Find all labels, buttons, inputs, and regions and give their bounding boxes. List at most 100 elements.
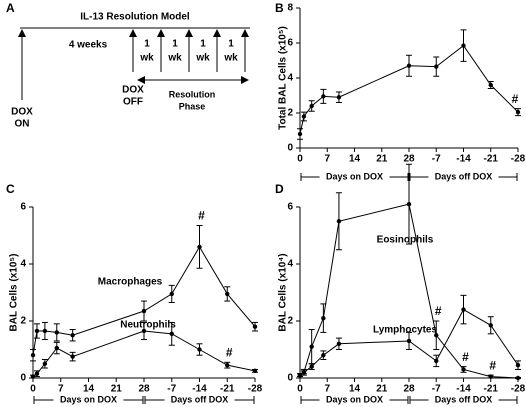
point	[197, 244, 202, 250]
point	[42, 361, 48, 366]
y-tick-label: 4	[20, 259, 26, 270]
y-tick-label: 2	[287, 316, 293, 327]
x-tick-label: -14	[456, 154, 471, 165]
y-tick-label: 6	[287, 202, 293, 213]
period-label: Days off DOX	[435, 394, 493, 404]
point	[169, 291, 174, 297]
x-tick-label: 28	[403, 154, 415, 165]
point	[406, 201, 412, 207]
significance-marker: #	[226, 345, 233, 359]
point	[321, 315, 326, 321]
point	[169, 331, 174, 337]
significance-marker: #	[512, 92, 519, 106]
y-tick-label: 6	[20, 202, 26, 213]
point	[321, 94, 326, 99]
y-tick-label: 2	[287, 108, 293, 119]
point	[461, 307, 466, 312]
period-label: Days off DOX	[171, 394, 229, 404]
x-tick-label: 21	[376, 154, 388, 165]
period-label-bg	[428, 394, 499, 406]
point	[34, 328, 40, 334]
point	[515, 109, 521, 115]
x-tick-label: -7	[432, 384, 441, 395]
y-tick-label: 0	[20, 373, 26, 384]
x-tick-label: 0	[30, 384, 36, 395]
chart-panel: C BAL Cells (x10⁵) 0 2 4 6 0 7 14 21 28 -7 -14 -21 -28…	[6, 182, 263, 406]
significance-marker: #	[489, 358, 496, 372]
phase-label: Phase	[179, 101, 206, 111]
series-label: Neutrophils	[120, 320, 176, 331]
chart-panel: D BAL Cells (x10⁴) 0 2 4 6 0 7 14 21 28 -7 -14 -21 -28…	[275, 163, 526, 406]
y-axis-label: BAL Cells (x10⁴)	[278, 253, 289, 331]
significance-marker: #	[198, 209, 205, 223]
y-tick-label: 0	[287, 143, 293, 154]
start-label: ON	[15, 119, 30, 130]
interval: wk	[195, 53, 210, 64]
point	[252, 324, 258, 329]
x-tick-label: -28	[511, 384, 526, 395]
x-tick-label: 7	[324, 384, 330, 395]
stop-label: OFF	[123, 97, 143, 108]
significance-marker: #	[462, 350, 469, 364]
x-tick-label: -14	[192, 384, 207, 395]
interval: 1	[228, 39, 234, 50]
x-tick-label: -21	[484, 384, 499, 395]
period-label: Days on DOX	[326, 394, 383, 404]
point	[488, 82, 493, 88]
period-label-bg	[164, 394, 235, 406]
point	[406, 63, 412, 68]
point	[309, 364, 314, 369]
x-tick-label: -21	[220, 384, 235, 395]
x-tick-label: 14	[349, 154, 361, 165]
y-tick-label: 4	[287, 73, 293, 84]
point	[70, 354, 75, 359]
panel-label: C	[6, 182, 15, 196]
series-line	[32, 245, 256, 356]
x-tick-label: -14	[456, 384, 471, 395]
x-tick-label: 0	[297, 384, 303, 395]
significance-marker: #	[435, 304, 442, 318]
point	[42, 328, 48, 334]
point	[34, 371, 40, 376]
point	[141, 328, 147, 334]
y-axis-label: BAL Cells (x10⁵)	[9, 254, 20, 332]
point	[336, 219, 342, 224]
point	[461, 43, 466, 48]
x-tick-label: 14	[83, 384, 95, 395]
panel-a: A IL-13 Resolution Model 4 weeks DOX ON …	[6, 1, 250, 130]
x-tick-label: 7	[324, 154, 330, 165]
panel-label: B	[275, 1, 284, 15]
x-tick-label: 28	[138, 384, 150, 395]
point	[225, 291, 230, 297]
point	[461, 367, 466, 372]
point	[406, 338, 412, 344]
point	[488, 323, 493, 328]
point	[30, 374, 36, 379]
series-label: Lymphocytes	[373, 325, 438, 336]
point	[197, 347, 202, 352]
chart-panel: B Total BAL Cells (x10⁵) 0 2 4 6 8 0 7 14 21 28 -7 -1…	[275, 1, 526, 183]
point	[434, 358, 439, 364]
x-tick-label: 28	[403, 384, 415, 395]
point	[515, 375, 521, 381]
x-tick-label: -28	[511, 154, 526, 165]
period-label: Days on DOX	[326, 171, 383, 181]
x-tick-label: -28	[248, 384, 263, 395]
diagram-title: IL-13 Resolution Model	[80, 12, 190, 23]
period-label: Days on DOX	[60, 394, 117, 404]
period-label-bg	[53, 394, 124, 406]
point	[434, 64, 439, 69]
panel-label: D	[275, 182, 284, 196]
period-label-bg	[319, 171, 390, 183]
series-line	[299, 203, 519, 379]
point	[70, 333, 75, 338]
interval: wk	[223, 53, 238, 64]
point	[30, 353, 36, 358]
period-label: Days off DOX	[435, 171, 493, 181]
point	[54, 330, 59, 335]
point	[515, 362, 521, 368]
interval: wk	[139, 53, 154, 64]
point	[434, 333, 439, 338]
panel-label: A	[6, 1, 15, 15]
